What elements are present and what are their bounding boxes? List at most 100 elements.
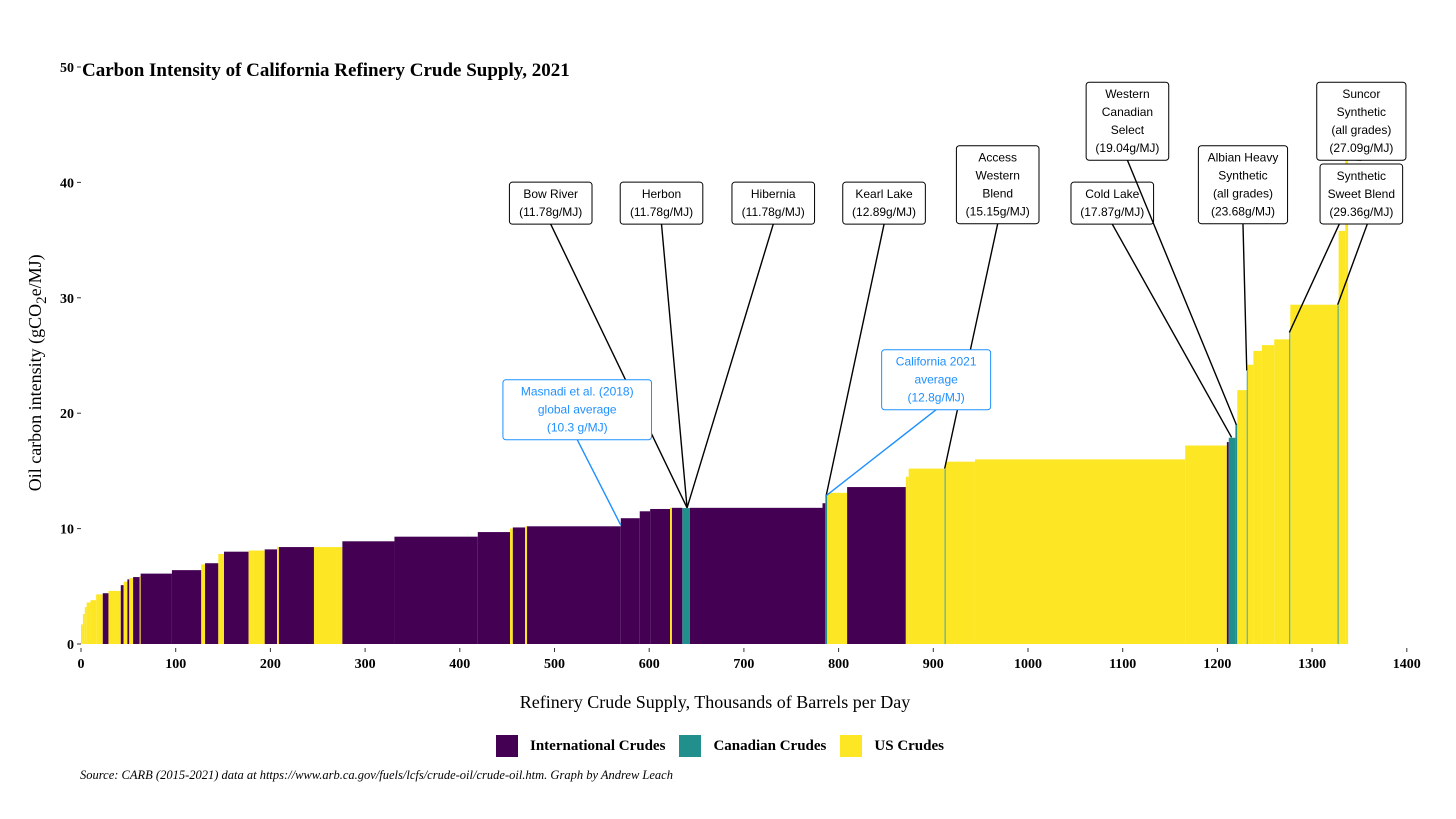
bar [945, 461, 975, 644]
bar [1247, 364, 1254, 644]
annotation-text: Access [978, 151, 1017, 165]
legend-swatch-international [496, 735, 518, 757]
bar [139, 575, 141, 644]
bar [1246, 370, 1248, 644]
y-tick-label: 40 [60, 176, 74, 191]
bar [278, 547, 314, 644]
annotation-leader-line [825, 224, 885, 496]
bar [974, 459, 1186, 644]
annotation-leader-line [550, 223, 688, 509]
annotation-text: Sweet Blend [1328, 187, 1395, 201]
annotation-box [955, 145, 1040, 225]
x-tick-label: 1100 [1109, 657, 1136, 672]
annotation-text: Blend [982, 187, 1013, 201]
annotation-text: (11.78g/MJ) [630, 205, 693, 219]
annotation-text: average [914, 373, 958, 387]
annotation-text: Herbon [642, 187, 681, 201]
y-tick-label: 20 [60, 407, 74, 422]
bar [90, 600, 97, 644]
annotation-text: (27.09g/MJ) [1329, 141, 1393, 155]
annotation-text: (17.87g/MJ) [1080, 205, 1144, 219]
annotation-text: (29.36g/MJ) [1329, 205, 1393, 219]
bar [825, 495, 828, 644]
annotation-leader-line [1337, 223, 1369, 305]
annotation-text: (12.89g/MJ) [852, 205, 916, 219]
annotation-box [842, 181, 926, 225]
bar [277, 547, 279, 644]
bar [671, 507, 683, 644]
annotation-text: (11.78g/MJ) [519, 205, 582, 219]
bar [313, 547, 343, 644]
bar [822, 503, 826, 644]
y-tick-label: 10 [60, 523, 74, 538]
annotation-text: (12.8g/MJ) [907, 391, 964, 405]
bar [120, 585, 124, 644]
bar [84, 607, 87, 644]
bar [905, 476, 909, 644]
bar [1289, 331, 1291, 644]
annotation-box [508, 181, 593, 225]
annotation-text: (all grades) [1213, 187, 1273, 201]
bar [248, 550, 265, 644]
x-axis-title: Refinery Crude Supply, Thousands of Barr… [519, 692, 911, 712]
bar [1274, 339, 1290, 644]
annotation-leader-line [576, 439, 622, 526]
annotation-label: Access Western Blend (15.15g/MJ) [955, 145, 1040, 225]
bar [1338, 230, 1346, 645]
bar [525, 526, 528, 644]
annotation-label: Herbon (11.78g/MJ) [619, 181, 704, 225]
bar [1253, 350, 1262, 644]
annotation-text: Western [1105, 87, 1149, 101]
bar [1226, 442, 1229, 644]
annotation-text: Synthetic [1337, 169, 1386, 183]
bar [670, 507, 672, 644]
bar [129, 578, 134, 644]
annotation-label: Masnadi et al. (2018) global average (10.3… [502, 379, 653, 441]
annotation-label: Bow River (11.78g/MJ) [508, 181, 593, 225]
x-tick-label: 100 [165, 657, 186, 672]
annotation-box [881, 349, 992, 411]
bar [1345, 159, 1349, 644]
annotation-text: (23.68g/MJ) [1211, 205, 1275, 219]
x-tick-label: 600 [639, 657, 660, 672]
annotation-box [1197, 145, 1289, 225]
x-tick-label: 800 [828, 657, 849, 672]
annotation-label: Synthetic Sweet Blend (29.36g/MJ) [1319, 163, 1404, 225]
annotation-label: Hibernia (11.78g/MJ) [731, 181, 816, 225]
y-tick-label: 0 [67, 638, 74, 653]
chart-title: Carbon Intensity of California Refinery … [82, 60, 570, 81]
annotation-leader-line [824, 409, 937, 497]
bar [908, 468, 945, 644]
x-tick-label: 400 [449, 657, 470, 672]
bar [264, 549, 278, 644]
legend-item-canadian: Canadian Crudes [679, 735, 826, 757]
annotation-text: Masnadi et al. (2018) [521, 385, 634, 399]
annotation-box [502, 379, 653, 441]
annotation-label: Suncor Synthetic (all grades) (27.09g/MJ) [1316, 81, 1407, 161]
x-tick-label: 1400 [1393, 657, 1421, 672]
annotation-text: (all grades) [1331, 123, 1391, 137]
bar [512, 527, 526, 644]
annotation-leader-line [686, 223, 774, 509]
bar [201, 564, 206, 644]
bar [1337, 305, 1339, 644]
bar [1261, 345, 1275, 644]
bar [527, 526, 621, 644]
bar [394, 536, 478, 644]
bar [127, 579, 130, 644]
annotation-text: Albian Heavy [1208, 151, 1279, 165]
legend-label: US Crudes [874, 737, 944, 754]
annotation-text: Kearl Lake [855, 187, 913, 201]
bar [689, 507, 823, 644]
bar [650, 508, 671, 644]
bar [81, 624, 83, 644]
annotation-text: Select [1111, 123, 1145, 137]
bar [205, 563, 219, 644]
bar [123, 581, 128, 644]
annotation-box [1070, 181, 1155, 225]
y-axis-title: Oil carbon intensity (gCO2e/MJ) [25, 254, 50, 492]
bar [1228, 437, 1236, 644]
bar [96, 594, 103, 644]
bar [1235, 424, 1238, 644]
